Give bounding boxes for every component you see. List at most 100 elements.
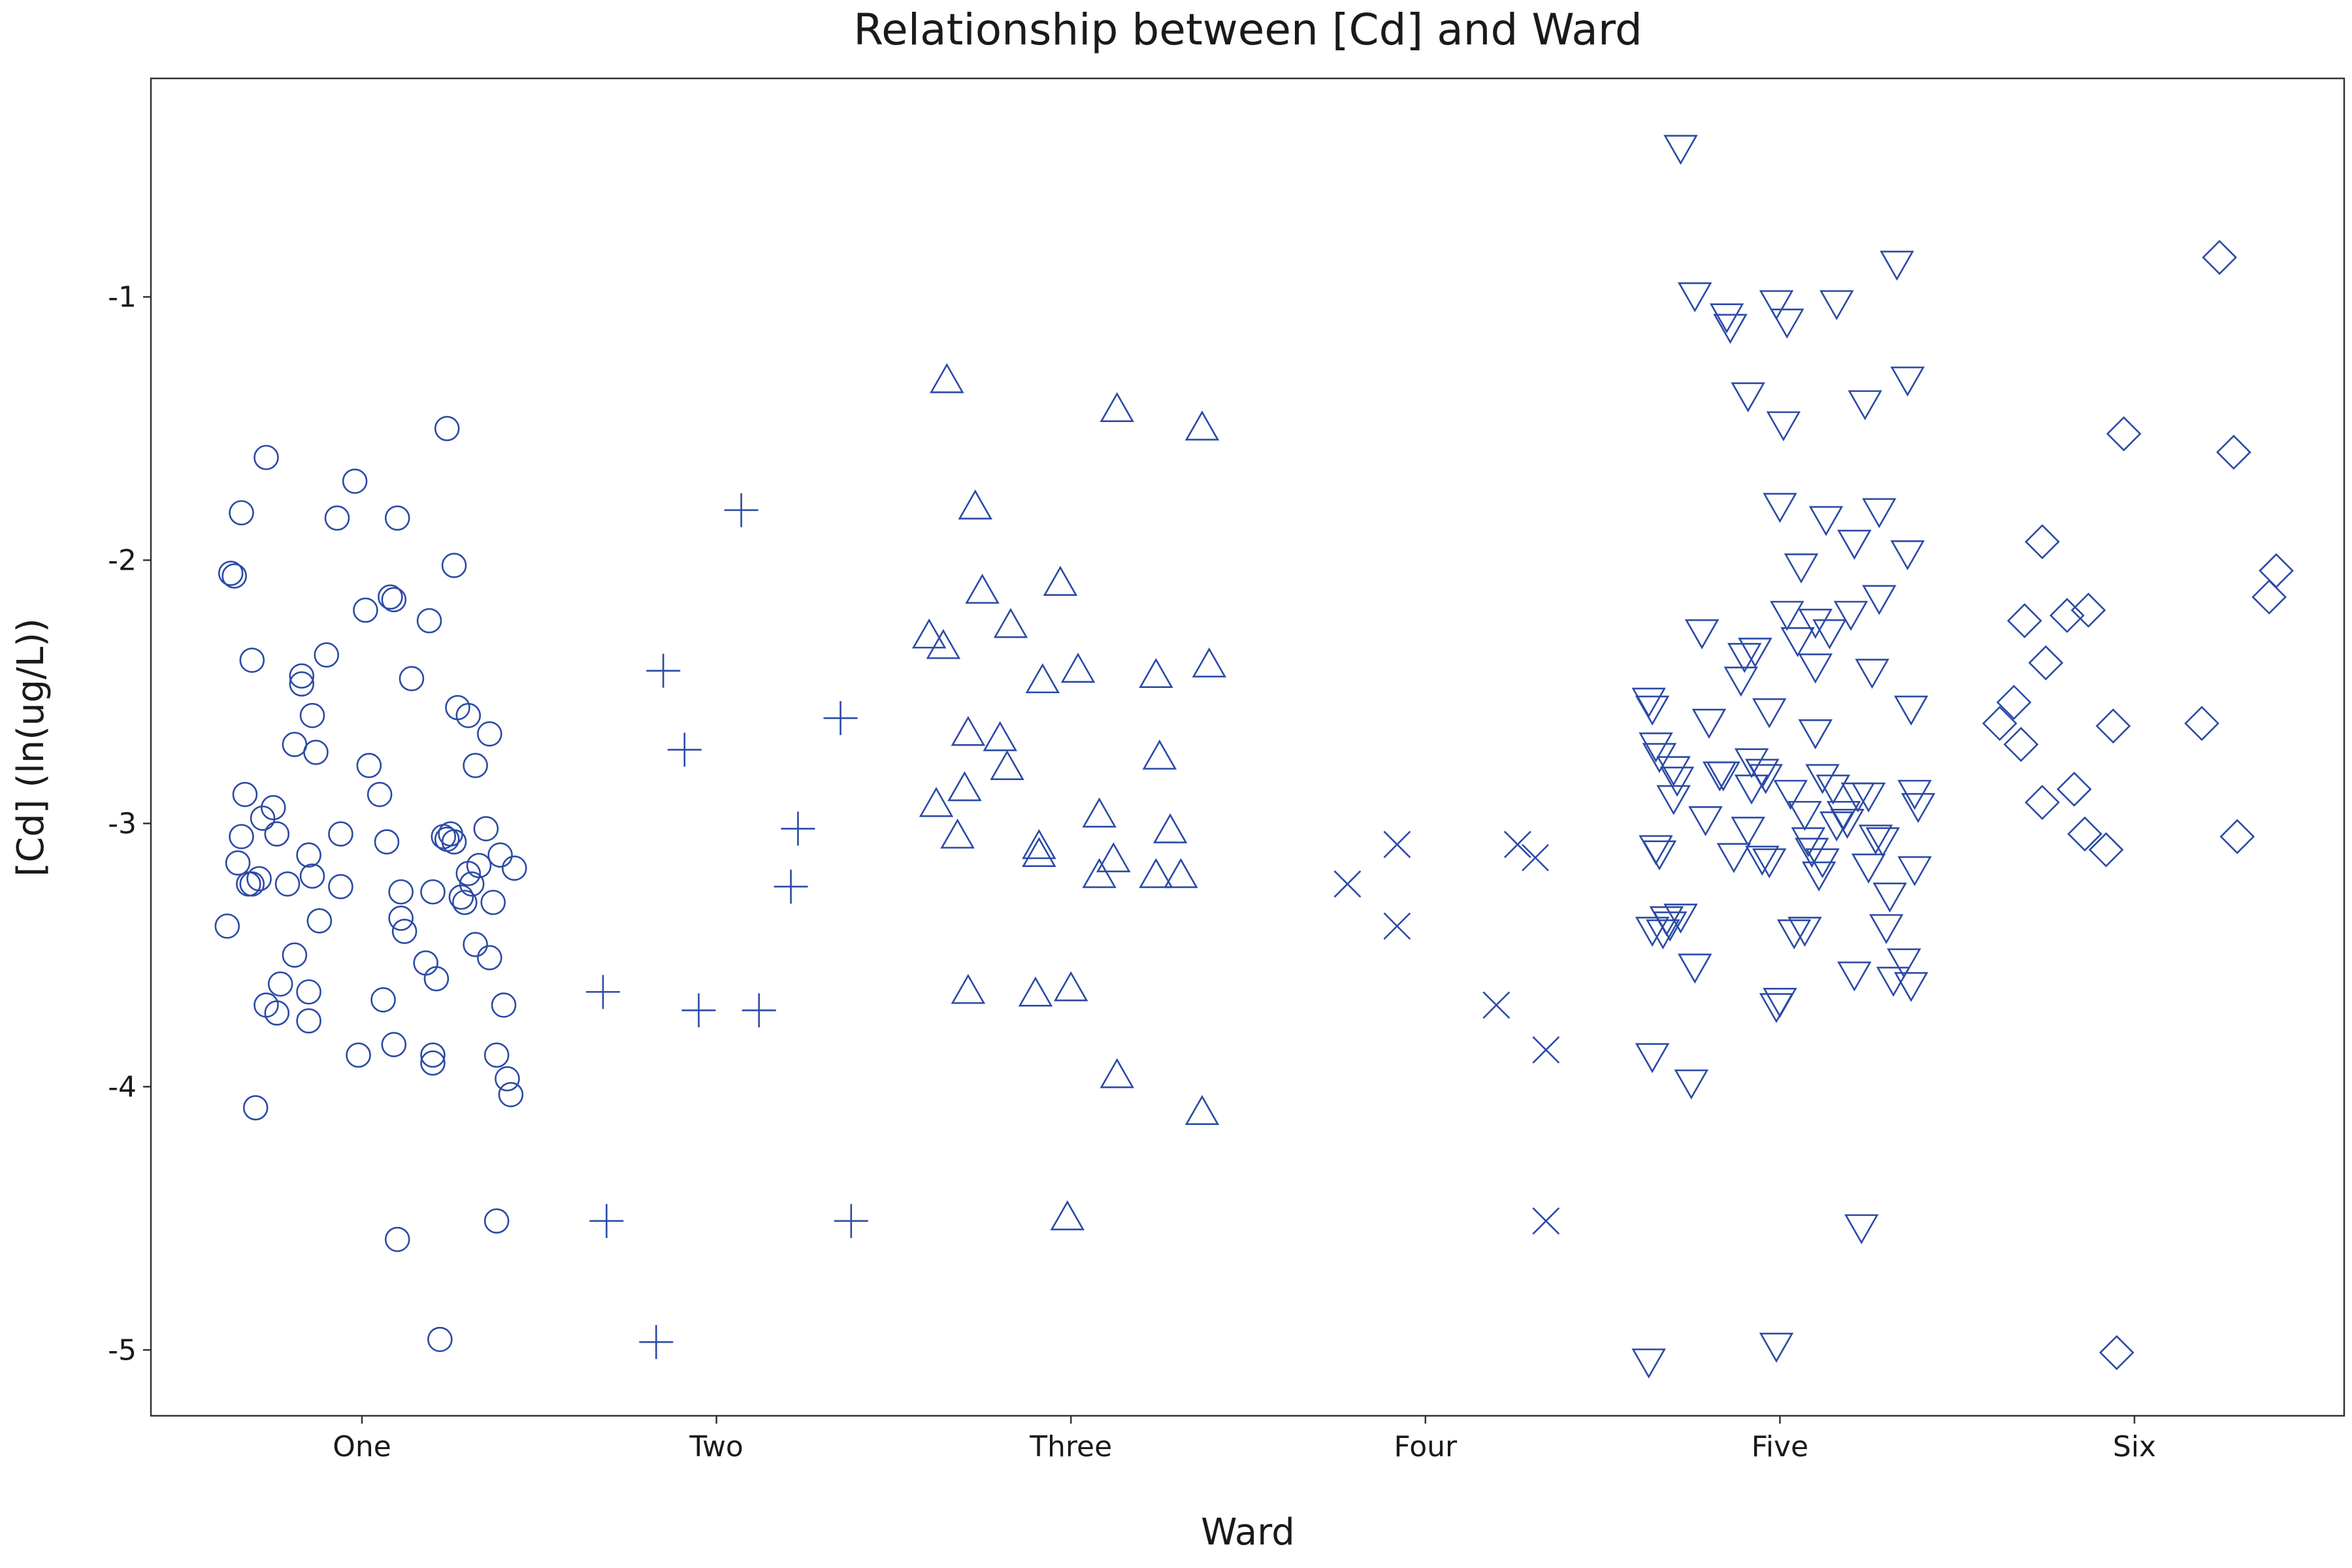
data-point-diamond [1982,706,2017,742]
data-point-circle [466,853,492,879]
data-point-circle [420,879,446,905]
data-point-triangle-down [1691,708,1727,739]
data-point-triangle-down [1759,1332,1794,1363]
data-point-triangle-up [1022,837,1056,868]
data-point-triangle-down [1780,627,1815,657]
data-point-triangle-up [1142,739,1177,770]
data-point-triangle-up [940,818,975,849]
data-point-triangle-down [1801,861,1837,892]
data-point-triangle-down [1869,914,1904,945]
data-point-triangle-down [1808,506,1844,536]
data-point-circle [289,671,315,697]
data-point-plus [639,1325,674,1360]
data-point-circle [498,1082,524,1107]
data-point-circle [420,1042,446,1068]
x-tick-label: One [333,1430,391,1463]
data-point-plus [823,701,858,736]
data-point-x [1383,830,1411,858]
data-point-triangle-down [1716,843,1752,874]
data-point-x [1532,1207,1560,1235]
data-point-circle [427,1326,453,1352]
data-point-triangle-down [1851,853,1886,884]
data-point-triangle-down [1656,756,1691,787]
data-point-triangle-up [1184,410,1220,441]
data-point-triangle-up [1192,647,1227,678]
data-point-triangle-down [1844,1214,1879,1245]
y-tick-label: -5 [108,1333,137,1367]
data-point-circle [473,816,499,841]
data-point-circle [423,966,449,992]
data-point-triangle-down [1776,919,1812,950]
data-point-triangle-down [1833,600,1869,631]
data-point-triangle-down [1798,608,1833,639]
data-point-circle [374,829,400,855]
x-axis-title: Ward [1201,1511,1295,1554]
data-point-triangle-up [1025,663,1060,694]
data-point-triangle-down [1738,638,1772,668]
data-point-circle [353,597,378,623]
data-point-diamond [2067,816,2102,852]
data-point-circle [225,850,251,876]
data-point-circle [378,584,403,610]
data-point-circle [391,919,417,944]
data-point-circle [229,824,254,849]
data-point-triangle-down [1773,779,1808,810]
y-tick-label: -3 [108,807,137,840]
data-point-triangle-down [1788,917,1822,947]
data-point-triangle-down [1805,764,1840,794]
data-point-circle [463,932,488,958]
data-point-triangle-down [1901,792,1936,823]
data-point-triangle-down [1677,953,1712,984]
data-point-circle [487,842,513,868]
data-point-triangle-down [1745,845,1780,876]
data-point-triangle-up [1022,829,1056,859]
data-point-triangle-down [1723,666,1758,697]
data-point-triangle-down [1840,782,1876,813]
data-point-triangle-down [1880,250,1914,281]
data-point-triangle-down [1759,993,1794,1024]
data-point-triangle-up [951,973,986,1004]
data-point-circle [214,913,240,939]
data-point-diamond [2095,708,2131,744]
data-point-triangle-down [1798,719,1833,749]
data-point-diamond [2099,1335,2134,1371]
data-point-plus [646,653,681,688]
data-point-circle [420,1050,446,1076]
x-tick-label: Five [1752,1430,1808,1463]
data-point-triangle-down [1631,1348,1666,1379]
data-point-diamond [2056,772,2092,807]
data-point-plus [589,1203,624,1238]
data-point-triangle-up [990,750,1024,781]
data-point-plus [774,870,808,904]
data-point-triangle-down [1816,774,1851,805]
data-point-circle [502,855,527,881]
data-point-triangle-down [1791,827,1826,858]
data-point-circle [431,824,457,849]
data-point-triangle-up [958,489,992,520]
data-point-diamond [2025,524,2060,560]
data-point-diamond [2216,434,2251,470]
data-point-triangle-down [1663,904,1698,934]
data-point-triangle-down [1646,919,1680,950]
data-point-triangle-up [1100,392,1134,423]
data-point-circle [328,874,353,900]
data-point-triangle-up [930,363,964,393]
data-point-diamond [2259,553,2294,589]
data-point-circle [239,647,265,673]
data-point-diamond [2006,603,2042,638]
data-point-plus [667,732,702,767]
data-point-circle [314,642,340,668]
data-point-triangle-down [1759,290,1794,321]
plot-frame [150,77,2345,1417]
data-point-triangle-up [1164,858,1198,889]
x-tick-label: Six [2113,1430,2156,1463]
data-point-triangle-down [1830,809,1865,839]
data-point-triangle-up [1060,653,1096,683]
data-point-triangle-up [919,787,954,817]
y-axis: -5 -4 -3 -2 -1 [108,280,151,1367]
data-point-circle [448,884,474,910]
data-point-triangle-down [1865,827,1900,858]
data-point-circle [274,871,301,897]
data-point-triangle-down [1706,761,1740,792]
data-point-circle [296,979,321,1005]
